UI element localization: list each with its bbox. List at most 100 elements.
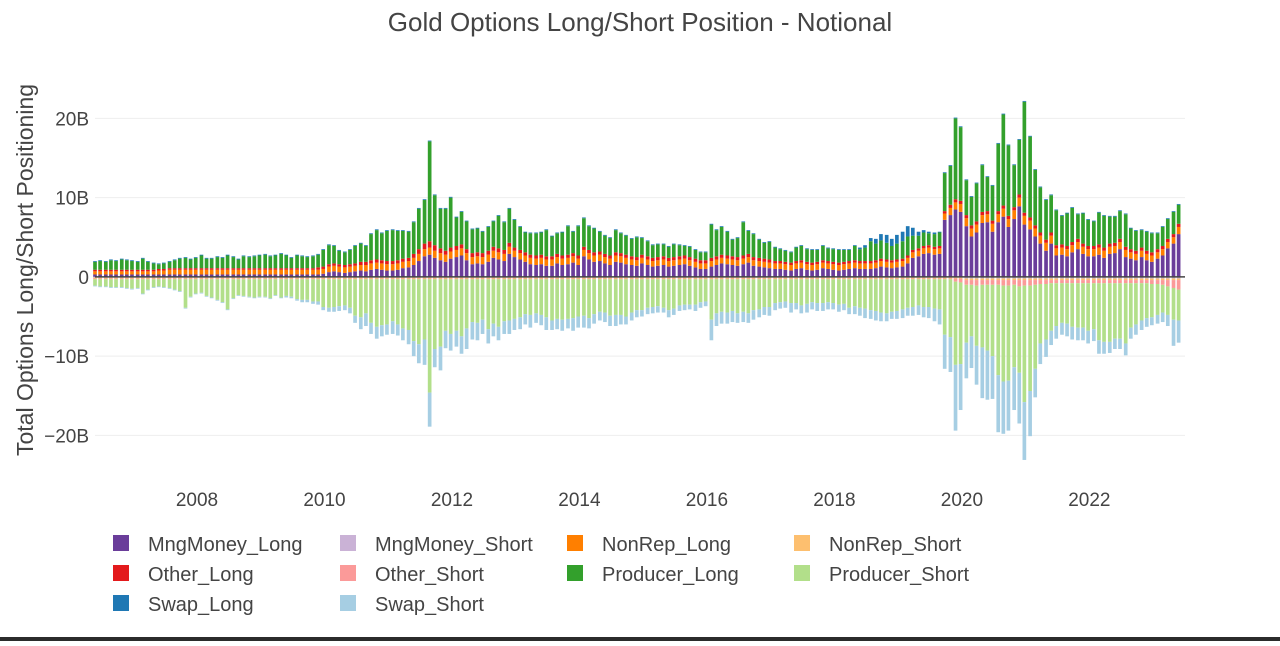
bar-producer-short	[518, 279, 522, 318]
legend-item-other-long[interactable]: Other_Long	[113, 564, 254, 586]
bar-nonrep-short	[1160, 278, 1165, 281]
bar-producer-long	[1017, 139, 1022, 195]
bar-other-long	[225, 268, 230, 270]
bar-nonrep-short	[942, 277, 947, 279]
bar-producer-short	[746, 279, 751, 314]
legend-item-producer-short[interactable]: Producer_Short	[794, 564, 970, 586]
bar-nonrep-long	[656, 260, 660, 266]
bar-mngmoney-long	[937, 253, 942, 277]
bar-nonrep-short	[295, 277, 299, 279]
bar-other-long	[709, 257, 714, 262]
bar-producer-short	[156, 279, 161, 287]
bar-other-long	[321, 266, 326, 269]
bar-swap-short	[486, 329, 491, 344]
bar-swap-short	[327, 307, 331, 312]
bar-swap-short	[852, 306, 857, 315]
bar-other-short	[401, 278, 405, 280]
bar-swap-long	[1123, 213, 1128, 215]
bar-other-short	[534, 278, 538, 280]
bar-swap-short	[422, 339, 427, 365]
bar-mngmoney-short	[1155, 276, 1160, 279]
bar-producer-long	[645, 241, 650, 257]
legend-item-producer-long[interactable]: Producer_Long	[567, 564, 739, 586]
bar-other-short	[852, 278, 857, 280]
bar-swap-short	[640, 310, 644, 317]
bar-mngmoney-long	[507, 253, 512, 277]
legend-item-swap-short[interactable]: Swap_Short	[340, 594, 484, 616]
bar-swap-long	[858, 247, 862, 250]
bar-mngmoney-long	[682, 264, 687, 277]
bar-swap-long	[177, 257, 182, 259]
bar-producer-short	[1065, 283, 1069, 324]
bar-producer-long	[252, 256, 257, 269]
bar-other-long	[438, 248, 443, 254]
bar-swap-long	[805, 248, 809, 250]
bar-producer-long	[438, 208, 443, 249]
bar-swap-short	[241, 295, 246, 297]
bar-other-long	[1033, 225, 1038, 229]
legend-item-swap-long[interactable]: Swap_Long	[113, 594, 254, 616]
bar-mngmoney-long	[566, 264, 570, 277]
bar-other-short	[539, 278, 544, 280]
bar-producer-long	[432, 195, 437, 246]
bar-nonrep-long	[900, 261, 905, 267]
bar-swap-short	[438, 346, 443, 371]
bar-producer-long	[592, 228, 596, 253]
legend-item-mngmoney-long[interactable]: MngMoney_Long	[113, 534, 303, 556]
bar-nonrep-long	[422, 249, 427, 257]
bar-mngmoney-long	[1017, 206, 1022, 277]
bar-mngmoney-long	[358, 270, 363, 277]
legend-item-nonrep-long[interactable]: NonRep_Long	[567, 534, 731, 556]
bar-other-long	[364, 261, 368, 265]
bar-producer-short	[821, 279, 825, 304]
bar-other-long	[613, 252, 618, 256]
bar-producer-short	[284, 279, 289, 296]
bar-nonrep-long	[114, 271, 118, 275]
bar-nonrep-long	[550, 259, 554, 266]
legend-item-other-short[interactable]: Other_Short	[340, 564, 484, 586]
bar-nonrep-long	[188, 269, 193, 275]
bar-producer-short	[682, 279, 687, 305]
bar-swap-short	[1028, 391, 1032, 437]
bar-nonrep-short	[422, 277, 427, 279]
bar-mngmoney-long	[241, 274, 246, 277]
bar-swap-long	[905, 226, 910, 237]
bar-nonrep-short	[571, 277, 575, 279]
bar-other-short	[767, 278, 772, 280]
bar-producer-short	[895, 279, 899, 311]
bar-swap-short	[1022, 402, 1027, 460]
bar-other-long	[385, 261, 389, 265]
bar-swap-long	[1139, 229, 1144, 231]
bar-mngmoney-long	[199, 274, 204, 277]
bar-nonrep-short	[566, 277, 570, 279]
bar-producer-short	[125, 279, 129, 288]
legend-item-nonrep-short[interactable]: NonRep_Short	[794, 534, 962, 556]
bar-swap-long	[215, 256, 220, 258]
bar-swap-long	[380, 232, 384, 234]
bar-other-long	[677, 256, 682, 260]
bar-nonrep-short	[789, 277, 793, 279]
bar-other-short	[523, 278, 528, 280]
bar-nonrep-short	[1107, 278, 1112, 281]
bar-nonrep-short	[831, 277, 835, 279]
bar-producer-short	[550, 279, 554, 321]
bar-producer-long	[273, 255, 278, 269]
bar-mngmoney-long	[512, 257, 517, 277]
bar-other-short	[725, 278, 730, 280]
legend-item-mngmoney-short[interactable]: MngMoney_Short	[340, 534, 533, 556]
bar-nonrep-short	[725, 277, 730, 279]
bar-swap-short	[395, 324, 400, 336]
bar-other-short	[427, 278, 432, 280]
bar-nonrep-short	[364, 277, 368, 279]
bar-nonrep-short	[390, 277, 395, 279]
bar-other-short	[1165, 280, 1170, 287]
bar-other-long	[401, 258, 405, 262]
bar-other-short	[969, 280, 974, 285]
bar-mngmoney-long	[1139, 257, 1144, 277]
bar-swap-short	[1092, 329, 1096, 342]
bar-nonrep-short	[528, 277, 533, 279]
bar-other-short	[842, 278, 846, 280]
bar-producer-long	[629, 238, 634, 257]
bar-other-short	[257, 278, 262, 280]
bar-other-long	[416, 249, 421, 254]
